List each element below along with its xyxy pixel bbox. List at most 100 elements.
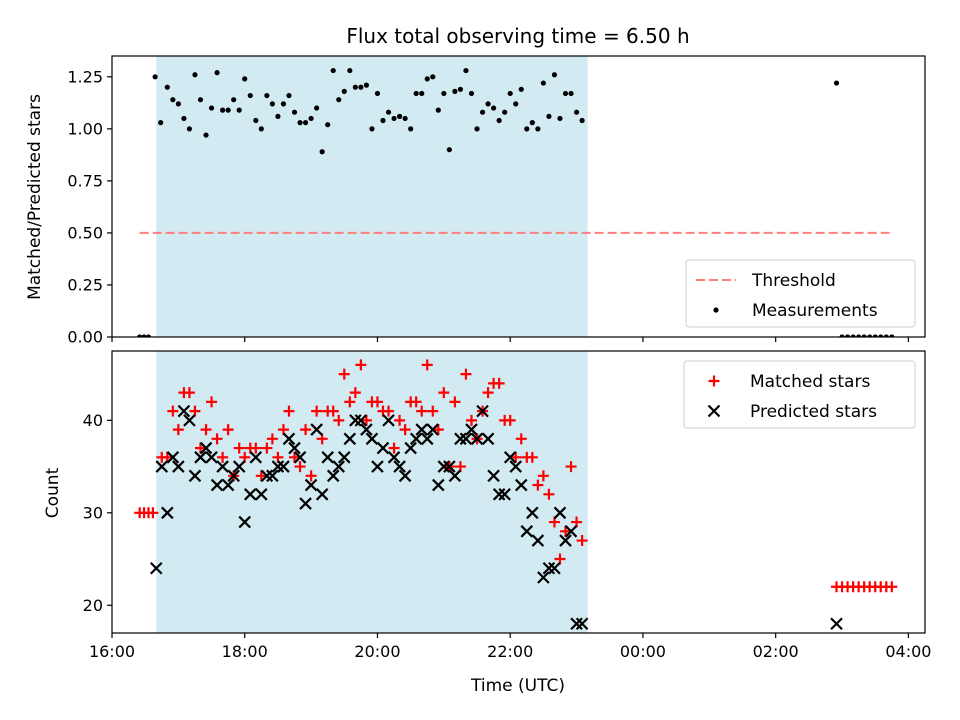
predicted-stars-point bbox=[376, 441, 390, 455]
predicted-stars-point bbox=[481, 432, 495, 446]
matched-stars-point bbox=[311, 405, 323, 417]
matched-stars-point bbox=[206, 396, 218, 408]
matched-stars-point bbox=[266, 433, 278, 445]
predicted-stars-point bbox=[304, 478, 318, 492]
measurement-point bbox=[203, 132, 209, 138]
marks bbox=[137, 67, 895, 337]
predicted-stars-point bbox=[526, 506, 539, 520]
matched-stars-point bbox=[305, 470, 317, 482]
predicted-stars-point bbox=[454, 432, 467, 446]
measurement-point bbox=[457, 86, 464, 92]
predicted-stars-point bbox=[238, 515, 252, 529]
matched-stars-point bbox=[526, 451, 538, 463]
predicted-stars-point bbox=[382, 414, 395, 427]
measurement-point bbox=[463, 67, 469, 74]
measurement-point bbox=[164, 84, 170, 90]
predicted-stars-point bbox=[537, 571, 550, 584]
legend-label: Predicted stars bbox=[750, 402, 877, 422]
predicted-stars-point bbox=[459, 432, 473, 446]
matched-stars-point bbox=[233, 442, 245, 454]
matched-stars-point bbox=[333, 414, 345, 426]
bottom-panel: 20 30 40 16:00 18:00 20:00 22:00 00:00 02:00 04:0… bbox=[83, 350, 931, 661]
measurement-point bbox=[341, 88, 347, 94]
matched-stars-point bbox=[383, 405, 395, 417]
predicted-stars-point bbox=[371, 460, 384, 473]
legend-label: Measurements bbox=[752, 301, 878, 321]
predicted-stars-point bbox=[393, 460, 406, 473]
predicted-stars-point bbox=[232, 460, 246, 473]
matched-stars-point bbox=[183, 387, 195, 399]
matched-stars-point bbox=[172, 424, 184, 436]
matched-stars-point bbox=[532, 479, 544, 491]
x-tick-label: 22:00 bbox=[487, 642, 533, 661]
x-tick-label: 16:00 bbox=[89, 642, 135, 661]
predicted-stars-point bbox=[288, 441, 301, 455]
predicted-stars-point bbox=[514, 478, 528, 492]
predicted-stars-point bbox=[548, 562, 561, 575]
measurement-point bbox=[402, 115, 408, 122]
measurement-point bbox=[546, 113, 552, 119]
measurement-point bbox=[269, 101, 275, 107]
measurement-point bbox=[413, 90, 419, 97]
measurement-point bbox=[562, 90, 569, 97]
matched-stars-point bbox=[482, 387, 494, 399]
predicted-stars-point bbox=[531, 534, 545, 547]
matched-stars-point bbox=[571, 516, 583, 528]
matched-stars-point bbox=[515, 433, 527, 445]
predicted-stars-point bbox=[415, 423, 428, 436]
matched-stars-point bbox=[537, 470, 549, 482]
measurement-point bbox=[308, 115, 314, 122]
predicted-stars-point bbox=[338, 451, 351, 464]
legend-predicted-marker bbox=[707, 404, 721, 418]
measurement-point bbox=[424, 76, 430, 82]
measurement-point bbox=[446, 147, 452, 153]
y-tick-label: 0.00 bbox=[67, 328, 103, 347]
predicted-stars-point bbox=[282, 432, 296, 446]
chart-title: Flux total observing time = 6.50 h bbox=[346, 24, 689, 48]
matched-stars-point bbox=[416, 405, 428, 417]
measurement-point bbox=[844, 334, 851, 337]
y-tick-label: 0.50 bbox=[67, 223, 103, 242]
measurement-point bbox=[396, 113, 403, 119]
measurement-point bbox=[551, 72, 558, 78]
measurement-point bbox=[485, 101, 491, 107]
legend-box bbox=[683, 360, 916, 429]
predicted-stars-point bbox=[575, 617, 589, 631]
predicted-stars-point bbox=[492, 488, 506, 501]
measurement-point bbox=[258, 126, 264, 132]
bottom-ylabel: Count bbox=[43, 467, 63, 518]
measurement-point bbox=[236, 107, 242, 113]
predicted-stars-point bbox=[465, 423, 478, 436]
measurement-point bbox=[435, 107, 441, 113]
x-tick-label: 00:00 bbox=[620, 642, 666, 661]
measurement-point bbox=[839, 334, 845, 337]
measurement-point bbox=[513, 101, 519, 107]
matched-stars-point bbox=[300, 424, 312, 436]
predicted-stars-point bbox=[354, 414, 368, 427]
panel-frame bbox=[111, 350, 926, 634]
measurement-point bbox=[286, 92, 292, 99]
measurement-point bbox=[297, 120, 303, 126]
matched-stars-point bbox=[167, 405, 179, 417]
matched-stars-point bbox=[338, 368, 350, 380]
measurement-point bbox=[479, 109, 486, 115]
predicted-stars-point bbox=[553, 506, 567, 520]
predicted-stars-point bbox=[360, 423, 373, 436]
matched-stars-point bbox=[460, 368, 472, 380]
matched-stars-point bbox=[410, 396, 422, 408]
measurement-point bbox=[247, 92, 253, 99]
predicted-stars-point bbox=[205, 451, 218, 464]
matched-stars-point bbox=[344, 396, 356, 408]
measurement-point bbox=[152, 74, 158, 80]
matched-stars-point bbox=[316, 433, 328, 445]
predicted-stars-point bbox=[199, 441, 213, 455]
observing-window-span bbox=[156, 351, 588, 633]
measurement-point bbox=[878, 334, 884, 337]
matched-stars-point bbox=[576, 535, 588, 547]
matched-stars-point bbox=[565, 461, 577, 473]
matched-stars-point bbox=[360, 414, 372, 426]
measurement-point bbox=[186, 126, 193, 132]
matched-stars-point bbox=[222, 424, 234, 436]
matched-stars-point bbox=[294, 461, 306, 473]
predicted-stars-point bbox=[315, 488, 329, 501]
